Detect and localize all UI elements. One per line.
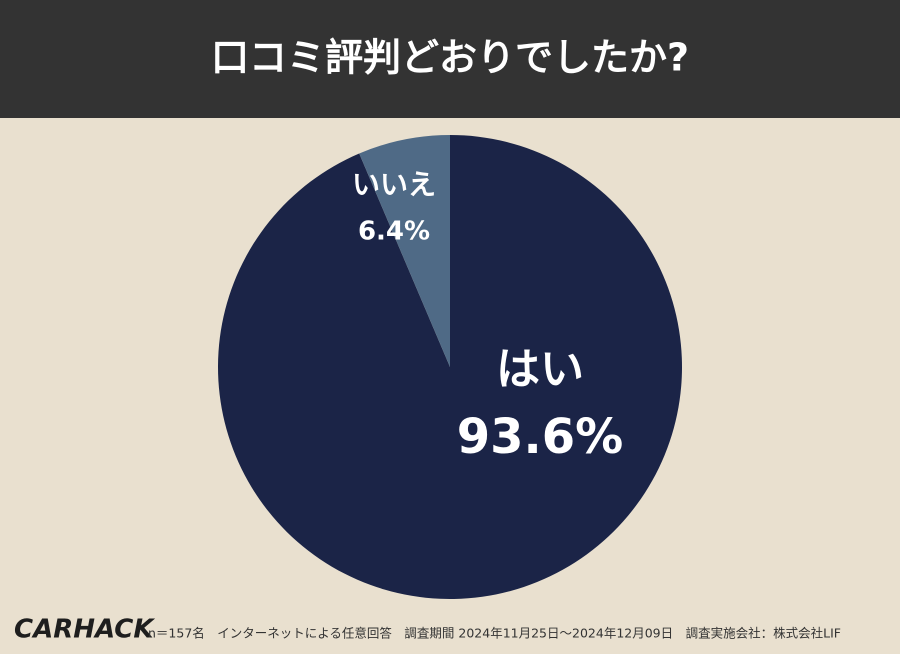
title-bar (0, 0, 900, 118)
logo: CARHACK (14, 615, 155, 645)
chart-title: 口コミ評判どおりでしたか? (211, 36, 689, 80)
footnote: n＝157名 インターネットによる任意回答 調査期間 2024年11月25日〜2… (148, 626, 841, 641)
slice-label: はい (496, 344, 584, 395)
slice-label: いいえ (352, 168, 436, 201)
pie-slice (218, 135, 683, 599)
value-label: 6.4% (358, 217, 430, 247)
pie-slice (359, 135, 450, 367)
value-label: 93.6% (457, 409, 624, 465)
